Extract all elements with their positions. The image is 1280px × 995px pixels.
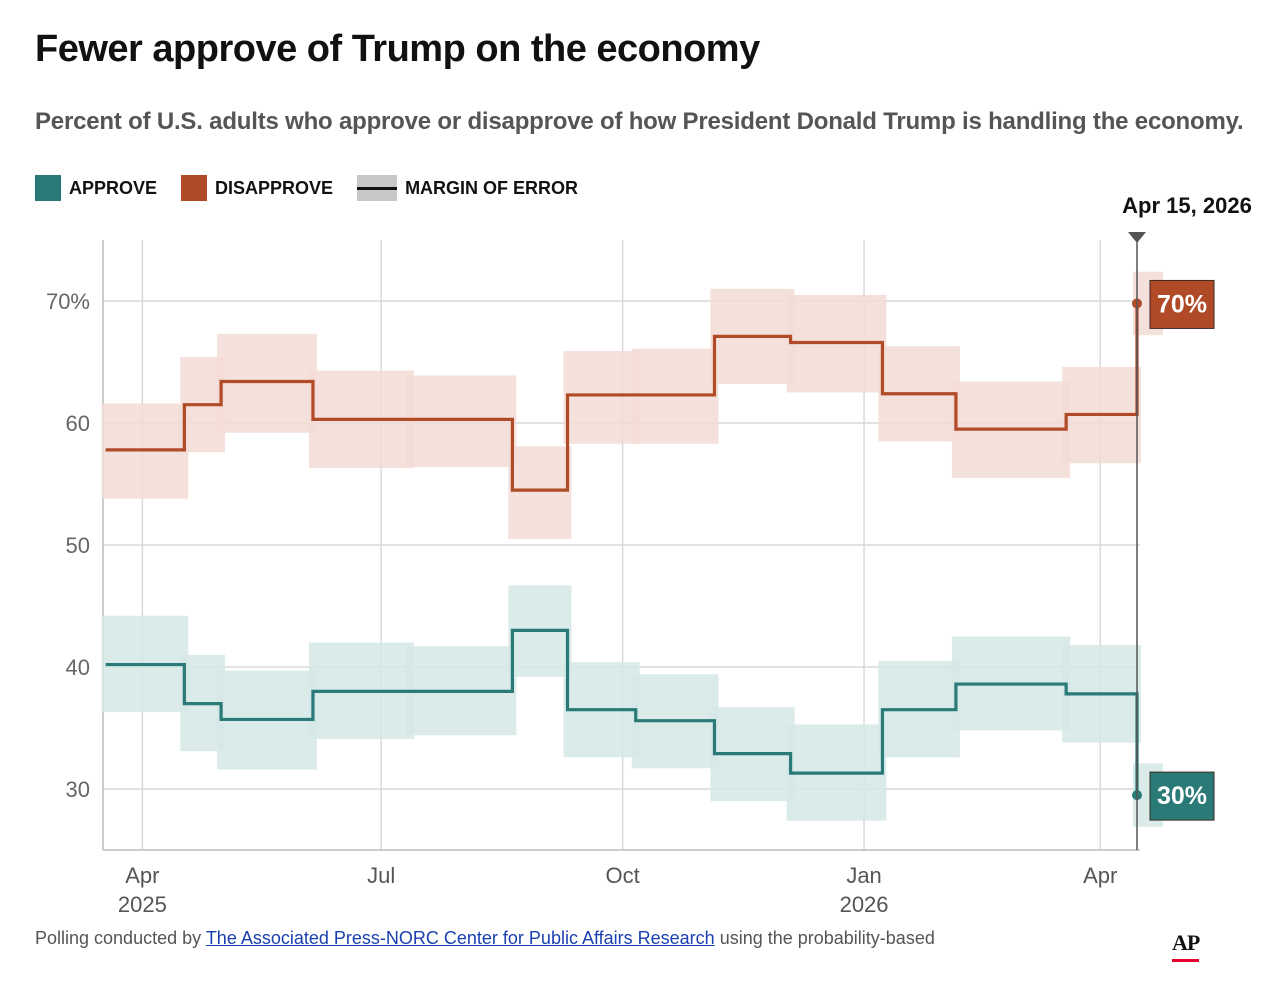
x-tick-year: 2025 <box>118 892 167 917</box>
footer-prefix: Polling conducted by <box>35 928 202 948</box>
disapprove-moe-band <box>563 351 640 444</box>
legend-approve: APPROVE <box>35 175 157 201</box>
y-tick-label: 70% <box>46 289 90 314</box>
legend-approve-label: APPROVE <box>69 177 158 198</box>
x-tick-label: Apr <box>1083 863 1117 888</box>
approve-end-label-box <box>1149 771 1215 821</box>
approve-end-label-text: 30% <box>1157 782 1207 810</box>
disapprove-end-label: 70% <box>1149 279 1215 329</box>
disapprove-end-label-box <box>1149 279 1215 329</box>
y-tick-label: 60 <box>66 411 90 436</box>
disapprove-moe-band <box>406 375 517 467</box>
disapprove-moe-band <box>217 333 317 433</box>
date-marker-label: Apr 15, 2026 <box>1122 193 1252 218</box>
chart-title: Fewer approve of Trump on the economy <box>35 28 760 70</box>
x-tick-label: Oct <box>606 863 640 888</box>
date-marker-triangle <box>1128 232 1146 243</box>
legend-moe-swatch <box>357 175 398 201</box>
legend-approve-swatch <box>35 175 61 201</box>
legend-disapprove: DISAPPROVE <box>181 175 333 201</box>
x-tick-year: 2026 <box>840 892 889 917</box>
approve-end-label: 30% <box>1149 771 1215 821</box>
x-tick-label: Jan <box>846 863 881 888</box>
y-tick-label: 50 <box>66 533 90 558</box>
x-tick-label: Jul <box>367 863 395 888</box>
chart-subtitle: Percent of U.S. adults who approve or di… <box>35 108 1244 135</box>
legend-disapprove-label: DISAPPROVE <box>215 177 334 198</box>
ap-logo: AP <box>1172 930 1200 962</box>
legend-moe: MARGIN OF ERROR <box>357 175 578 201</box>
disapprove-end-label-text: 70% <box>1157 290 1207 318</box>
footer-suffix: using the probability-based <box>719 928 935 948</box>
footer-note: Polling conducted by The Associated Pres… <box>35 928 935 949</box>
approve-line <box>105 628 1139 796</box>
legend-moe-label: MARGIN OF ERROR <box>405 177 579 198</box>
disapprove-line <box>105 303 1139 492</box>
legend: APPROVE DISAPPROVE MARGIN OF ERROR <box>35 174 602 202</box>
x-tick-label: Apr <box>125 863 159 888</box>
y-tick-label: 30 <box>66 777 90 802</box>
footer-source-link[interactable]: The Associated Press-NORC Center for Pub… <box>205 928 715 948</box>
disapprove-moe-band <box>508 446 572 539</box>
legend-disapprove-swatch <box>181 175 208 201</box>
y-tick-label: 40 <box>66 655 90 680</box>
